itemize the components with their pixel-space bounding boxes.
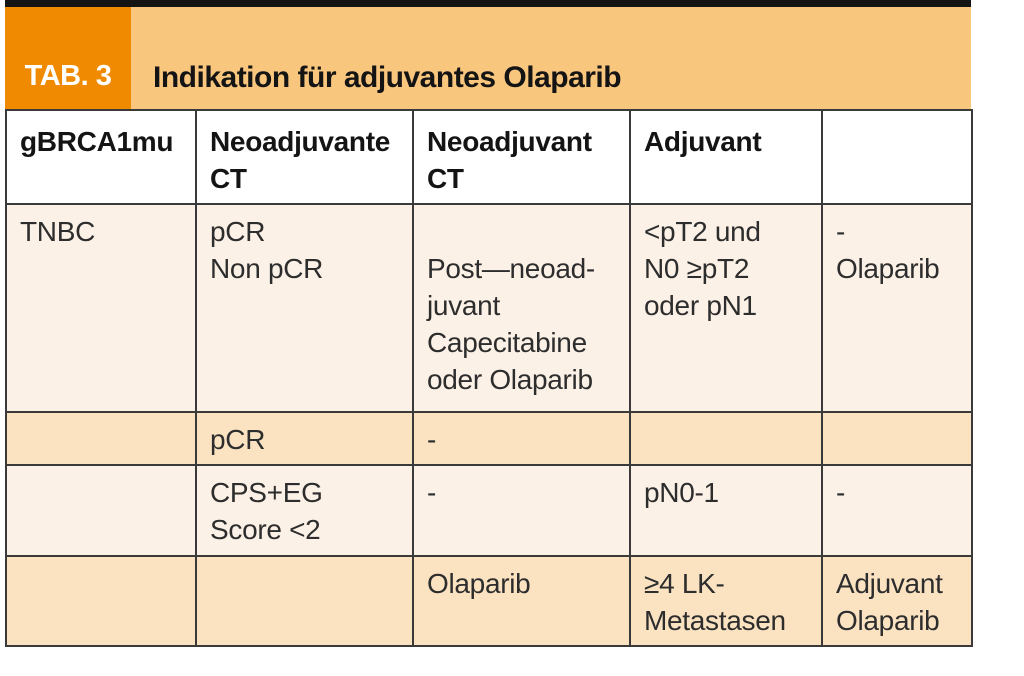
table-cell xyxy=(629,411,823,466)
table-cell: CPS+EG Score <2 xyxy=(195,464,414,557)
table-cell xyxy=(5,464,197,557)
table-cell xyxy=(821,411,973,466)
indication-table: gBRCA1mu Neoadjuvante CT Neoadjuvant CT … xyxy=(5,109,973,647)
table-cell: pCR xyxy=(195,411,414,466)
table-row: CPS+EG Score <2 - pN0-1 - xyxy=(5,464,973,557)
table-title: Indikation für adjuvantes Olaparib xyxy=(131,7,971,109)
column-header-neoadjuvante-ct: Neoadjuvante CT xyxy=(195,109,414,205)
table-cell: pN0-1 xyxy=(629,464,823,557)
table-cell: - xyxy=(412,411,631,466)
column-header-neoadjuvant-ct: Neoadjuvant CT xyxy=(412,109,631,205)
table-cell xyxy=(5,555,197,647)
column-header-empty xyxy=(821,109,973,205)
table-number-label: TAB. 3 xyxy=(24,60,112,92)
table-cell: <pT2 und N0 ≥pT2 oder pN1 xyxy=(629,203,823,413)
table-cell: - xyxy=(821,464,973,557)
table-cell xyxy=(5,411,197,466)
table-row: TNBC pCR Non pCR Post—neoad- juvant Cape… xyxy=(5,203,973,413)
column-header-adjuvant: Adjuvant xyxy=(629,109,823,205)
header-band: TAB. 3 Indikation für adjuvantes Olapari… xyxy=(5,7,971,109)
table-row: pCR - xyxy=(5,411,973,466)
table-cell: ≥4 LK- Metastasen xyxy=(629,555,823,647)
table-number-badge: TAB. 3 xyxy=(5,7,131,109)
table-cell: TNBC xyxy=(5,203,197,413)
top-rule xyxy=(5,0,971,7)
table-cell xyxy=(195,555,414,647)
table-cell: Post—neoad- juvant Capecitabine oder Ola… xyxy=(412,203,631,413)
column-header-gbrca1mu: gBRCA1mu xyxy=(5,109,197,205)
table-row: Olaparib ≥4 LK- Metastasen Adjuvant Olap… xyxy=(5,555,973,647)
table-cell: - Olaparib xyxy=(821,203,973,413)
table-cell: Adjuvant Olaparib xyxy=(821,555,973,647)
table-figure: TAB. 3 Indikation für adjuvantes Olapari… xyxy=(5,0,973,647)
header-row: gBRCA1mu Neoadjuvante CT Neoadjuvant CT … xyxy=(5,109,973,205)
table-cell: pCR Non pCR xyxy=(195,203,414,413)
table-cell: Olaparib xyxy=(412,555,631,647)
table-cell: - xyxy=(412,464,631,557)
